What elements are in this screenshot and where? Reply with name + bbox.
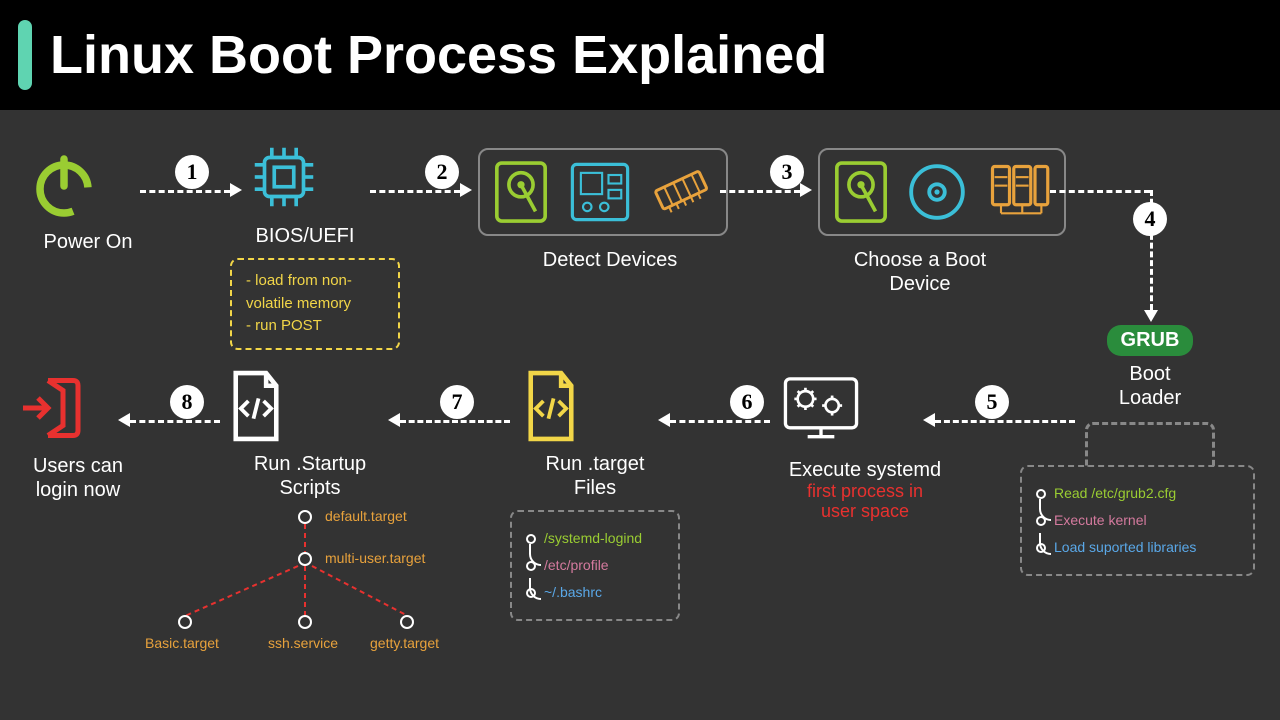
grub-badge: GRUB [1107, 325, 1194, 356]
startup-label: Run .StartupScripts [225, 452, 395, 500]
login-label: Users canlogin now [18, 454, 138, 502]
arrow-6 [670, 420, 770, 423]
page-title: Linux Boot Process Explained [50, 24, 827, 86]
step-badge-2: 2 [425, 155, 459, 189]
cpu-icon [245, 138, 323, 216]
bootloader-label: BootLoader [1095, 362, 1205, 410]
step-badge-7: 7 [440, 385, 474, 419]
arrow-5 [935, 420, 1075, 423]
node-bios: BIOS/UEFI [245, 138, 365, 248]
motherboard-icon [566, 158, 634, 226]
power-icon [28, 150, 100, 222]
node-bootloader: GRUB BootLoader [1095, 325, 1205, 410]
arrow-2 [370, 190, 460, 193]
arrow-2-head [460, 183, 472, 197]
ram-icon [650, 167, 714, 217]
hdd-icon [492, 158, 550, 226]
systemd-label: Execute systemd [775, 458, 955, 482]
step-badge-1: 1 [175, 155, 209, 189]
detect-devices-group [478, 148, 728, 236]
node-power-on: Power On [28, 150, 148, 254]
bios-note: - load from non- volatile memory - run P… [230, 258, 400, 350]
node-target: Run .targetFiles [520, 368, 670, 500]
bootloader-note-top-line [1085, 422, 1215, 467]
power-on-label: Power On [28, 230, 148, 254]
hdd-icon-2 [832, 158, 890, 226]
file-code-icon-yellow [520, 368, 582, 444]
step-badge-6: 6 [730, 385, 764, 419]
arrow-3-head [800, 183, 812, 197]
bootloader-note: Read /etc/grub2.cfg Execute kernel Load … [1020, 465, 1255, 576]
step-badge-8: 8 [170, 385, 204, 419]
diagram-canvas: Power On 1 BIOS/UEFI - load from non- vo… [0, 110, 1280, 720]
arrow-1 [140, 190, 230, 193]
arrow-4a [1050, 190, 1150, 193]
step-badge-3: 3 [770, 155, 804, 189]
arrow-4-head [1144, 310, 1158, 322]
bios-label: BIOS/UEFI [245, 224, 365, 248]
step-badge-5: 5 [975, 385, 1009, 419]
choose-device-group [818, 148, 1066, 236]
arrow-3 [720, 190, 800, 193]
arrow-8 [130, 420, 220, 423]
detect-label: Detect Devices [520, 248, 700, 272]
step-badge-4: 4 [1133, 202, 1167, 236]
target-label: Run .targetFiles [520, 452, 670, 500]
server-icon [984, 161, 1052, 223]
choose-label: Choose a BootDevice [840, 248, 1000, 296]
arrow-7 [400, 420, 510, 423]
node-systemd: Execute systemd first process inuser spa… [775, 370, 955, 522]
file-code-icon-white [225, 368, 287, 444]
startup-tree: default.target multi-user.target Basic.t… [150, 510, 470, 680]
disc-icon [906, 161, 968, 223]
header: Linux Boot Process Explained [0, 0, 1280, 110]
target-note: /systemd-logind /etc/profile ~/.bashrc [510, 510, 680, 621]
monitor-gears-icon [775, 370, 867, 450]
systemd-sublabel: first process inuser space [775, 482, 955, 522]
arrow-1-head [230, 183, 242, 197]
node-login: Users canlogin now [18, 370, 138, 502]
node-startup: Run .StartupScripts [225, 368, 395, 500]
login-icon [18, 370, 88, 446]
accent-bar [18, 20, 32, 90]
